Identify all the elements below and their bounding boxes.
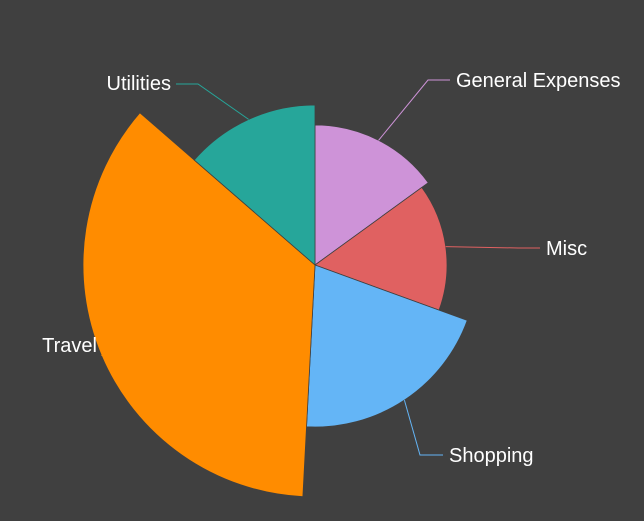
slice-label-shopping: Shopping	[449, 445, 534, 467]
slice-shopping[interactable]	[306, 264, 468, 428]
slices-group	[82, 104, 468, 498]
leader-line-misc	[445, 246, 540, 249]
leader-lines-group	[100, 79, 540, 456]
slice-label-general-expenses: General Expenses	[456, 70, 621, 92]
leader-line-travel	[100, 344, 122, 357]
leader-line-shopping	[403, 399, 443, 456]
slice-label-utilities: Utilities	[107, 73, 171, 95]
slice-label-travel: Travel	[42, 335, 97, 357]
leader-line-general-expenses	[378, 79, 450, 141]
labels-group: General Expenses Misc Shopping Travel Utilit…	[42, 70, 620, 467]
slice-utilities[interactable]	[193, 104, 316, 266]
slice-label-misc: Misc	[546, 238, 587, 260]
leader-line-utilities	[176, 83, 249, 120]
